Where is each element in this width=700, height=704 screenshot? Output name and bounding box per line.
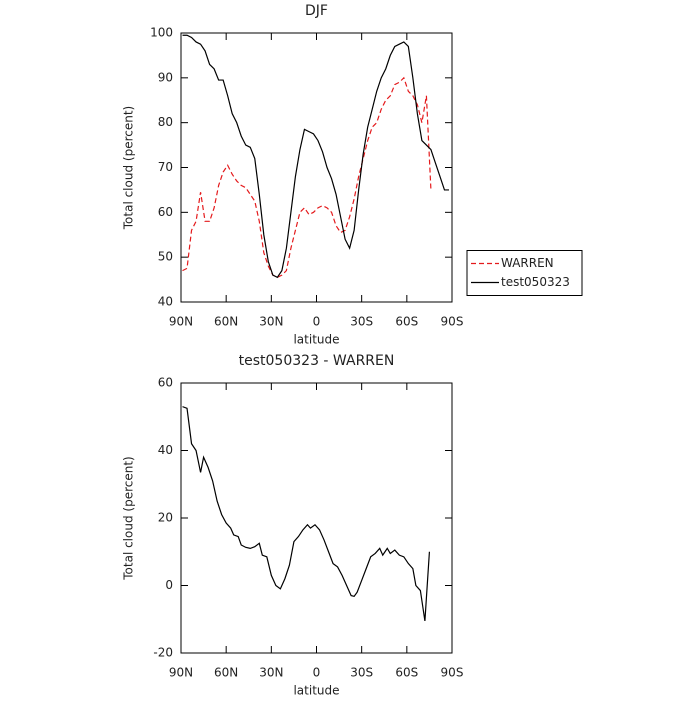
y-tick-label: 20 (158, 511, 173, 525)
y-axis-label: Total cloud (percent) (122, 456, 136, 580)
y-tick-label: 70 (158, 160, 173, 174)
x-tick-label: 90N (169, 666, 193, 680)
legend-box (466, 250, 583, 296)
legend-label: WARREN (501, 256, 554, 270)
y-tick-label: 60 (158, 205, 173, 219)
x-tick-label: 60S (395, 666, 418, 680)
data-line (182, 76, 432, 279)
x-tick-label: 90N (169, 315, 193, 329)
x-tick-label: 30S (350, 666, 373, 680)
x-tick-label: 60S (395, 315, 418, 329)
legend-label: test050323 (501, 275, 570, 289)
x-tick-label: 30N (259, 666, 283, 680)
y-tick-label: 0 (165, 578, 173, 592)
y-tick-label: 90 (158, 70, 173, 84)
data-line (182, 406, 431, 622)
y-tick-label: 50 (158, 250, 173, 264)
y-tick-label: 100 (150, 26, 173, 40)
x-tick-label: 60N (214, 315, 238, 329)
y-tick-label: 80 (158, 115, 173, 129)
data-line (182, 34, 449, 279)
y-tick-label: 40 (158, 443, 173, 457)
x-tick-label: 60N (214, 666, 238, 680)
x-tick-label: 30S (350, 315, 373, 329)
x-tick-label: 0 (313, 666, 321, 680)
chart-title: test050323 - WARREN (239, 353, 395, 369)
y-axis-label: Total cloud (percent) (122, 106, 136, 230)
y-tick-label: 40 (158, 295, 173, 309)
x-axis-label: latitude (293, 684, 339, 698)
chart-title: DJF (305, 3, 328, 19)
y-tick-label: -20 (153, 646, 173, 660)
x-tick-label: 90S (441, 315, 464, 329)
plot-frame (180, 382, 453, 654)
x-tick-label: 90S (441, 666, 464, 680)
x-axis-label: latitude (293, 333, 339, 347)
x-tick-label: 0 (313, 315, 321, 329)
x-tick-label: 30N (259, 315, 283, 329)
plot-frame (180, 32, 453, 303)
y-tick-label: 60 (158, 376, 173, 390)
